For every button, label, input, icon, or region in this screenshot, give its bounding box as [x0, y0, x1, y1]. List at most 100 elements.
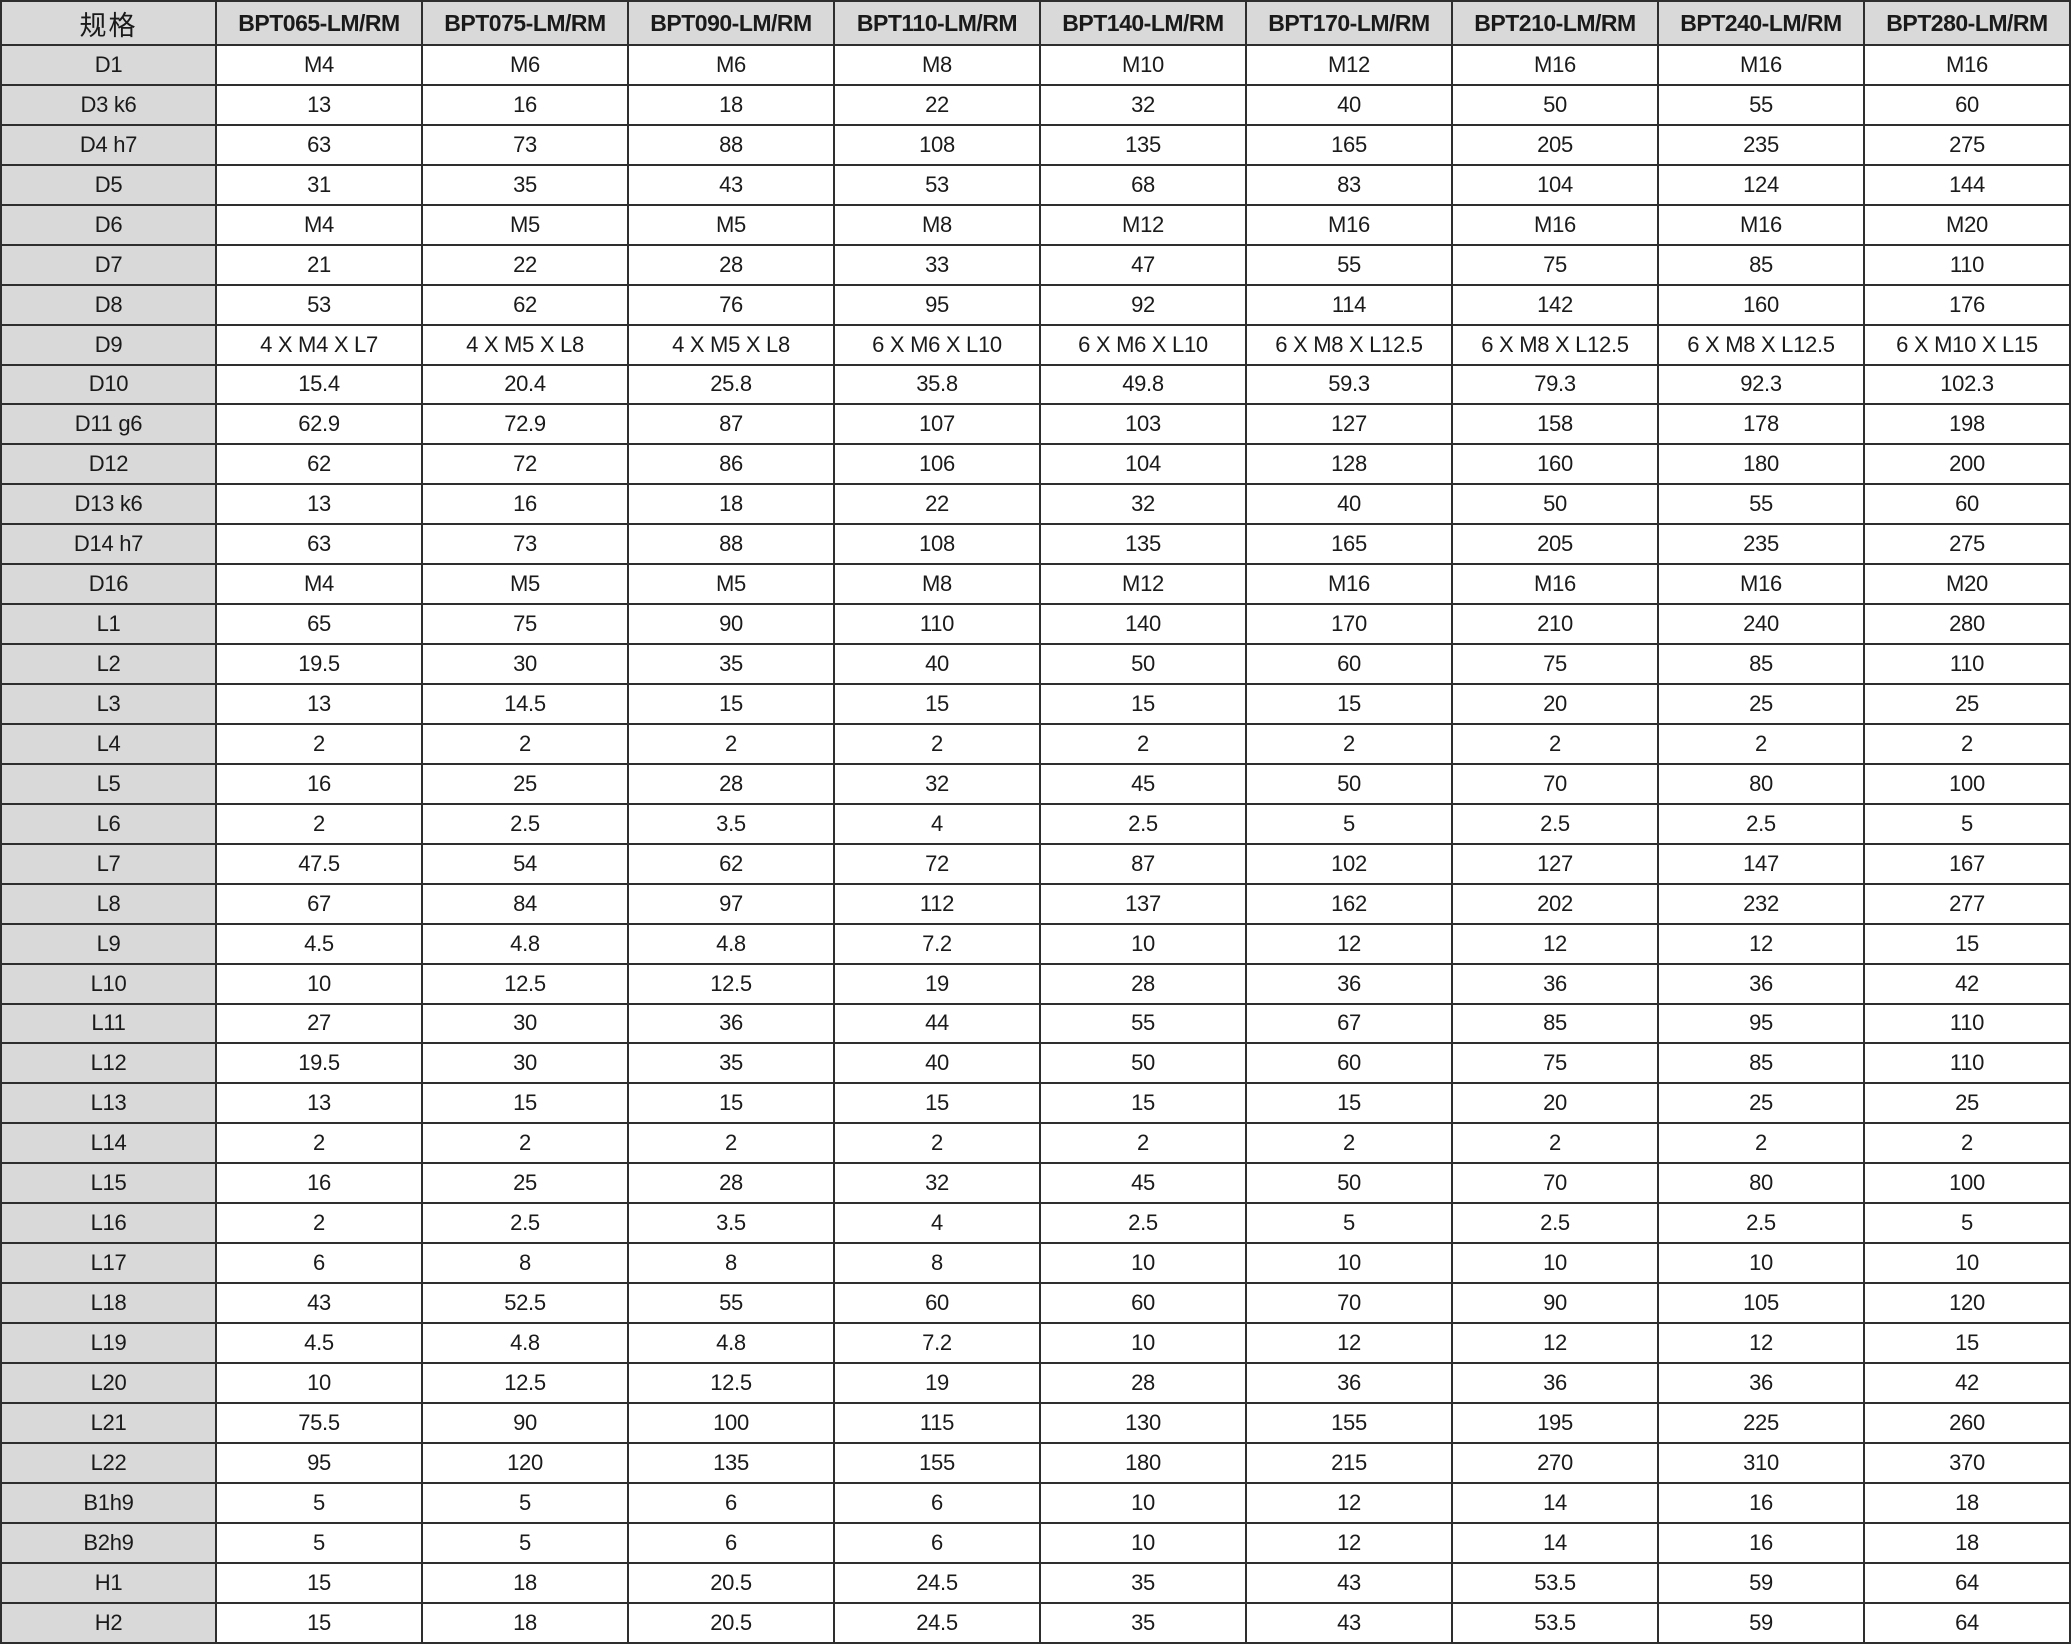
- spec-value-cell: 127: [1451, 842, 1659, 885]
- spec-value-cell: 20.4: [421, 363, 629, 406]
- spec-value-cell: 60: [1245, 1042, 1453, 1085]
- spec-value-cell: 50: [1451, 483, 1659, 526]
- row-label: L6: [0, 802, 217, 845]
- spec-value-cell: 16: [421, 483, 629, 526]
- table-row: B1h9 5 5 6 6 10 12 14 16 18: [0, 1481, 2071, 1524]
- spec-value-cell: 59: [1657, 1601, 1865, 1644]
- spec-value-cell: 6: [627, 1481, 835, 1524]
- table-row: D3 k6 13 16 18 22 32 40 50 55 60: [0, 83, 2071, 126]
- column-header: BPT280-LM/RM: [1863, 0, 2071, 46]
- table-row: L4 2 2 2 2 2 2 2 2 2: [0, 722, 2071, 765]
- row-label: D7: [0, 243, 217, 286]
- spec-value-cell: 13: [215, 483, 423, 526]
- spec-value-cell: 59: [1657, 1561, 1865, 1604]
- spec-value-cell: 107: [833, 403, 1041, 446]
- spec-value-cell: 10: [215, 962, 423, 1005]
- spec-value-cell: 4 X M5 X L8: [627, 323, 835, 366]
- table-row: L1 65 75 90 110 140 170 210 240 280: [0, 603, 2071, 646]
- spec-value-cell: 144: [1863, 163, 2071, 206]
- table-row: D14 h7 63 73 88 108 135 165 205 235 275: [0, 523, 2071, 566]
- spec-value-cell: 15: [215, 1561, 423, 1604]
- spec-value-cell: M16: [1451, 44, 1659, 86]
- spec-value-cell: 73: [421, 123, 629, 166]
- row-label: L14: [0, 1122, 217, 1165]
- spec-value-cell: 8: [627, 1242, 835, 1285]
- spec-value-cell: 20: [1451, 683, 1659, 725]
- spec-value-cell: 36: [1245, 962, 1453, 1005]
- spec-value-cell: 22: [833, 483, 1041, 526]
- spec-value-cell: 25: [421, 1162, 629, 1205]
- spec-value-cell: 32: [1039, 83, 1247, 126]
- spec-value-cell: 43: [215, 1282, 423, 1324]
- spec-value-cell: 15: [833, 1082, 1041, 1125]
- spec-value-cell: 158: [1451, 403, 1659, 446]
- column-header: BPT090-LM/RM: [627, 0, 835, 46]
- row-label: D3 k6: [0, 83, 217, 126]
- table-row: L13 13 15 15 15 15 15 20 25 25: [0, 1082, 2071, 1125]
- spec-value-cell: 75: [421, 603, 629, 646]
- spec-value-cell: 2: [421, 1122, 629, 1165]
- spec-value-cell: M6: [421, 44, 629, 86]
- spec-value-cell: 36: [627, 1002, 835, 1045]
- spec-value-cell: 53.5: [1451, 1561, 1659, 1604]
- spec-value-cell: 4: [833, 1202, 1041, 1245]
- spec-value-cell: 40: [1245, 483, 1453, 526]
- spec-value-cell: 64: [1863, 1601, 2071, 1644]
- table-row: L16 2 2.5 3.5 4 2.5 5 2.5 2.5 5: [0, 1202, 2071, 1245]
- spec-value-cell: 10: [215, 1361, 423, 1404]
- row-label: D9: [0, 323, 217, 366]
- spec-value-cell: 28: [627, 762, 835, 805]
- spec-value-cell: 60: [1863, 483, 2071, 526]
- row-label: L7: [0, 842, 217, 885]
- spec-value-cell: 22: [421, 243, 629, 286]
- spec-value-cell: 90: [1451, 1282, 1659, 1324]
- table-row: L2 19.5 30 35 40 50 60 75 85 110: [0, 643, 2071, 685]
- spec-value-cell: 55: [1245, 243, 1453, 286]
- table-row: L19 4.5 4.8 4.8 7.2 10 12 12 12 15: [0, 1322, 2071, 1364]
- row-label: D4 h7: [0, 123, 217, 166]
- spec-value-cell: M10: [1039, 44, 1247, 86]
- spec-value-cell: 215: [1245, 1441, 1453, 1484]
- table-row: L8 67 84 97 112 137 162 202 232 277: [0, 882, 2071, 925]
- spec-value-cell: M4: [215, 563, 423, 606]
- spec-value-cell: 135: [627, 1441, 835, 1484]
- spec-value-cell: M5: [421, 563, 629, 606]
- spec-value-cell: 24.5: [833, 1601, 1041, 1644]
- spec-value-cell: 19.5: [215, 1042, 423, 1085]
- spec-value-cell: 10: [1451, 1242, 1659, 1285]
- spec-value-cell: 28: [627, 1162, 835, 1205]
- spec-value-cell: 12: [1657, 1322, 1865, 1364]
- spec-value-cell: 40: [833, 1042, 1041, 1085]
- spec-value-cell: M6: [627, 44, 835, 86]
- spec-value-cell: 72: [833, 842, 1041, 885]
- spec-value-cell: 92.3: [1657, 363, 1865, 406]
- spec-value-cell: 102: [1245, 842, 1453, 885]
- header-row: 规格 BPT065-LM/RM BPT075-LM/RM BPT090-LM/RM B…: [0, 0, 2071, 46]
- spec-table-header: 规格 BPT065-LM/RM BPT075-LM/RM BPT090-LM/RM B…: [0, 0, 2071, 46]
- spec-value-cell: 65: [215, 603, 423, 646]
- spec-value-cell: 13: [215, 1082, 423, 1125]
- spec-value-cell: 40: [1245, 83, 1453, 126]
- row-label: L3: [0, 683, 217, 725]
- column-header: BPT140-LM/RM: [1039, 0, 1247, 46]
- spec-value-cell: 3.5: [627, 1202, 835, 1245]
- spec-value-cell: 12.5: [421, 1361, 629, 1404]
- spec-value-cell: 147: [1657, 842, 1865, 885]
- spec-value-cell: 112: [833, 882, 1041, 925]
- spec-value-cell: 15.4: [215, 363, 423, 406]
- spec-value-cell: 170: [1245, 603, 1453, 646]
- spec-value-cell: 280: [1863, 603, 2071, 646]
- spec-value-cell: 28: [1039, 962, 1247, 1005]
- spec-value-cell: 178: [1657, 403, 1865, 446]
- spec-value-cell: 30: [421, 1002, 629, 1045]
- spec-value-cell: 53.5: [1451, 1601, 1659, 1644]
- row-label: D5: [0, 163, 217, 206]
- spec-value-cell: 124: [1657, 163, 1865, 206]
- row-label: H2: [0, 1601, 217, 1644]
- spec-value-cell: 36: [1451, 962, 1659, 1005]
- table-row: D10 15.4 20.4 25.8 35.8 49.8 59.3 79.3 92.3 102.3: [0, 363, 2071, 406]
- table-row: L14 2 2 2 2 2 2 2 2 2: [0, 1122, 2071, 1165]
- spec-value-cell: 50: [1451, 83, 1659, 126]
- spec-value-cell: 12: [1451, 922, 1659, 965]
